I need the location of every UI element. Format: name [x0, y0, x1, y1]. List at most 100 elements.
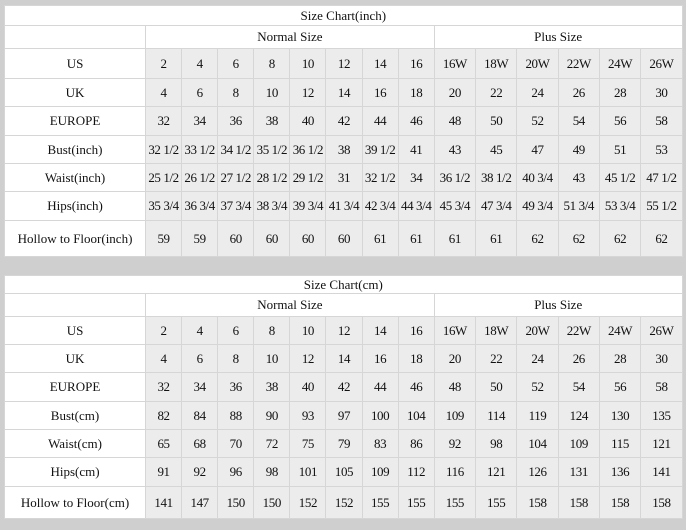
table-cell: 20W	[516, 48, 559, 79]
table-cell: 36 1/2	[289, 135, 327, 164]
table-cell: 10	[253, 344, 291, 373]
table-cell: 90	[253, 401, 291, 430]
table-cell: 43	[557, 163, 600, 192]
table-row: Bust(cm) 82 84 88 90 93 97 100 104 109 114 119 124 13…	[4, 401, 683, 430]
table-cell: 34 1/2	[217, 135, 255, 164]
table-row: Bust(inch) 32 1/2 33 1/2 34 1/2 35 1/2 36 1/2…	[4, 135, 683, 164]
table-cell: 49 3/4	[516, 191, 559, 221]
table-cell: 84	[181, 401, 219, 430]
table-cell: 22W	[557, 48, 600, 79]
table-cell: 158	[516, 486, 559, 519]
table-cell: 26W	[640, 48, 683, 79]
table-cell: 42	[325, 372, 363, 402]
row-label: Hips(cm)	[4, 457, 146, 487]
table-cell: 53	[640, 135, 683, 164]
table-row: EUROPE 32 34 36 38 40 42 44 46 48 50 52 54 56 58	[4, 372, 683, 402]
table-cell: 147	[181, 486, 219, 519]
table-cell: 12	[325, 316, 363, 345]
table-cell: 124	[557, 401, 600, 430]
table-cell: 93	[289, 401, 327, 430]
table-cell: 38	[253, 106, 291, 136]
table-cell: 29 1/2	[289, 163, 327, 192]
table-cell: 158	[640, 486, 683, 519]
table-row: Hips(inch) 35 3/4 36 3/4 37 3/4 38 3/4 39 3/4…	[4, 191, 683, 221]
table-cell: 48	[433, 106, 477, 136]
table-row: Waist(cm) 65 68 70 72 75 79 83 86 92 98 104 109 115 12…	[4, 429, 683, 458]
table-cell: 14	[325, 78, 363, 107]
table-cell: 104	[516, 429, 559, 458]
table-cell: 39 3/4	[289, 191, 327, 221]
group-plus-size: Plus Size	[433, 293, 683, 317]
table-cell: 92	[433, 429, 477, 458]
table-cell: 44	[361, 372, 399, 402]
row-label: EUROPE	[4, 372, 146, 402]
table-cell: 6	[217, 48, 255, 79]
group-normal-size: Normal Size	[145, 293, 435, 317]
table-cell: 62	[640, 220, 683, 257]
row-label: Bust(cm)	[4, 401, 146, 430]
table-cell: 100	[361, 401, 399, 430]
table-row: UK 4 6 8 10 12 14 16 18 20 22 24 26 28 30	[4, 344, 683, 373]
table-cell: 60	[325, 220, 363, 257]
table-cell: 88	[217, 401, 255, 430]
table-cell: 97	[325, 401, 363, 430]
table-cell: 61	[397, 220, 435, 257]
table-cell: 22	[475, 78, 518, 107]
table-cell: 61	[433, 220, 477, 257]
row-label: Hollow to Floor(inch)	[4, 220, 146, 257]
table-cell: 155	[433, 486, 477, 519]
table-cell: 92	[181, 457, 219, 487]
table-cell: 155	[397, 486, 435, 519]
table-cell: 25 1/2	[144, 163, 183, 192]
row-label: US	[4, 316, 146, 345]
table-cell: 98	[475, 429, 518, 458]
table-cell: 16	[397, 316, 435, 345]
table-cell: 41 3/4	[325, 191, 363, 221]
table-cell: 14	[361, 316, 399, 345]
table-cell: 35 3/4	[144, 191, 183, 221]
table-cell: 56	[598, 372, 642, 402]
table-cell: 37 3/4	[217, 191, 255, 221]
table-cell: 62	[557, 220, 600, 257]
table-cell: 48	[433, 372, 477, 402]
table-cell: 22W	[557, 316, 600, 345]
table-cell: 135	[640, 401, 683, 430]
table-cell: 32	[144, 372, 183, 402]
table-cell: 61	[475, 220, 518, 257]
table-cell: 112	[397, 457, 435, 487]
group-header-row: Normal Size Plus Size	[4, 293, 683, 317]
table-cell: 26W	[640, 316, 683, 345]
table-cell: 8	[217, 78, 255, 107]
table-cell: 12	[325, 48, 363, 79]
table-cell: 83	[361, 429, 399, 458]
table-cell: 10	[253, 78, 291, 107]
table-cell: 60	[217, 220, 255, 257]
row-label: US	[4, 48, 146, 79]
table-cell: 4	[144, 344, 183, 373]
row-label: Hips(inch)	[4, 191, 146, 221]
table-cell: 40 3/4	[516, 163, 559, 192]
table-cell: 52	[516, 106, 559, 136]
table-cell: 131	[557, 457, 600, 487]
table-cell: 18	[397, 78, 435, 107]
table-cell: 32 1/2	[144, 135, 183, 164]
table-cell: 24	[516, 78, 559, 107]
table-cell: 75	[289, 429, 327, 458]
table-row: Hollow to Floor(inch) 59 59 60 60 60 60 61 61 61 6…	[4, 220, 683, 257]
table-cell: 14	[325, 344, 363, 373]
table-cell: 18W	[475, 316, 518, 345]
table-cell: 54	[557, 372, 600, 402]
table-cell: 24W	[598, 48, 642, 79]
table-cell: 152	[289, 486, 327, 519]
table-cell: 50	[475, 372, 518, 402]
table-cell: 105	[325, 457, 363, 487]
table-cell: 24W	[598, 316, 642, 345]
table-cell: 12	[289, 78, 327, 107]
table-cell: 39 1/2	[361, 135, 399, 164]
row-label: EUROPE	[4, 106, 146, 136]
table-cell: 4	[144, 78, 183, 107]
table-cell: 38 3/4	[253, 191, 291, 221]
size-chart-cm: Size Chart(cm) Normal Size Plus Size US 2 4 6 8…	[4, 275, 683, 519]
table-cell: 45 1/2	[598, 163, 642, 192]
table-cell: 104	[397, 401, 435, 430]
